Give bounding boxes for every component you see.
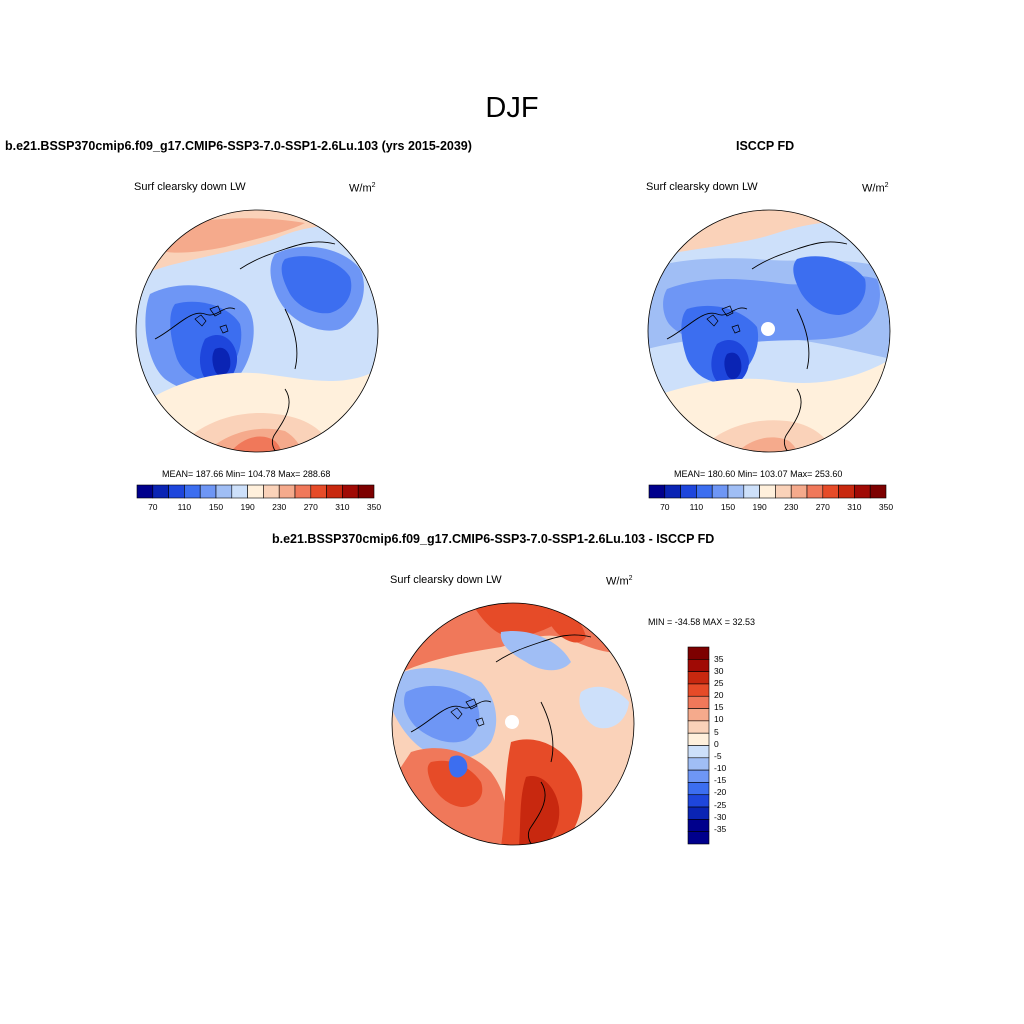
obs-tick-230: 230 — [784, 502, 799, 512]
model-colorbar-swatch-12 — [326, 484, 343, 499]
obs-colorbar — [648, 484, 887, 499]
model-tick-230: 230 — [272, 502, 287, 512]
diff-colorbar-swatch-2 — [687, 671, 710, 685]
model-polar-map — [135, 209, 379, 453]
model-colorbar-swatch-3 — [184, 484, 201, 499]
obs-colorbar-swatch-1 — [664, 484, 681, 499]
diff-colorbar-swatch-13 — [687, 806, 710, 820]
diff-colorbar-swatch-5 — [687, 708, 710, 722]
model-colorbar-swatch-4 — [199, 484, 217, 499]
obs-tick-190: 190 — [752, 502, 767, 512]
model-units-label: W/m2 — [349, 182, 376, 195]
model-colorbar-swatch-9 — [278, 484, 296, 499]
diff-tick-30: 30 — [714, 666, 724, 676]
obs-panel-title: ISCCP FD — [736, 139, 795, 153]
diff-colorbar-ticks: 35 30 25 20 15 10 5 0 -5 -10 -15 -20 -25… — [714, 647, 754, 847]
model-colorbar-swatch-13 — [342, 484, 359, 499]
model-tick-150: 150 — [208, 502, 224, 512]
diff-colorbar-swatch-9 — [687, 757, 710, 771]
obs-tick-70: 70 — [660, 502, 670, 512]
diff-tick-10: 10 — [714, 714, 724, 724]
model-colorbar-swatch-8 — [263, 484, 280, 499]
obs-colorbar-swatch-10 — [806, 484, 824, 499]
model-colorbar-swatch-11 — [310, 484, 327, 499]
obs-polar-map — [647, 209, 891, 453]
diff-colorbar-swatch-10 — [687, 769, 710, 783]
model-colorbar-swatch-1 — [152, 484, 169, 499]
obs-colorbar-swatch-5 — [727, 484, 745, 499]
obs-colorbar-swatch-8 — [775, 484, 792, 499]
diff-colorbar-swatch-4 — [687, 695, 710, 709]
model-colorbar-swatch-14 — [357, 484, 375, 499]
diff-colorbar-swatch-15 — [687, 831, 710, 845]
diff-stats: MIN = -34.58 MAX = 32.53 — [648, 617, 756, 627]
model-panel-title: b.e21.BSSP370cmip6.f09_g17.CMIP6-SSP3-7.… — [5, 139, 472, 153]
diff-tick-m15: -15 — [714, 775, 727, 785]
diff-tick-m25: -25 — [714, 800, 727, 810]
obs-colorbar-swatch-9 — [790, 484, 808, 499]
obs-colorbar-swatch-11 — [822, 484, 839, 499]
model-tick-110: 110 — [177, 502, 192, 512]
diff-colorbar-swatch-7 — [687, 732, 710, 746]
obs-tick-350: 350 — [878, 502, 894, 512]
obs-colorbar-swatch-2 — [680, 484, 697, 499]
diff-colorbar-swatch-1 — [687, 659, 710, 672]
obs-colorbar-swatch-3 — [696, 484, 713, 499]
diff-tick-5: 5 — [714, 727, 719, 737]
model-colorbar-swatch-0 — [136, 484, 154, 499]
obs-tick-310: 310 — [847, 502, 862, 512]
obs-tick-110: 110 — [689, 502, 704, 512]
obs-colorbar-swatch-4 — [711, 484, 729, 499]
diff-colorbar-swatch-8 — [687, 745, 710, 759]
diff-tick-20: 20 — [714, 690, 724, 700]
obs-stats: MEAN= 180.60 Min= 103.07 Max= 253.60 — [674, 469, 843, 479]
model-tick-350: 350 — [366, 502, 382, 512]
model-variable-label: Surf clearsky down LW — [134, 181, 246, 193]
diff-panel-title: b.e21.BSSP370cmip6.f09_g17.CMIP6-SSP3-7.… — [272, 532, 715, 546]
model-colorbar-swatch-10 — [294, 484, 312, 499]
model-colorbar-swatch-5 — [215, 484, 233, 499]
model-tick-190: 190 — [240, 502, 255, 512]
diff-tick-15: 15 — [714, 702, 724, 712]
diff-colorbar-swatch-0 — [687, 646, 710, 660]
diff-variable-label: Surf clearsky down LW — [390, 574, 502, 586]
model-tick-310: 310 — [335, 502, 350, 512]
diff-tick-m10: -10 — [714, 763, 727, 773]
main-title: DJF — [485, 92, 539, 124]
diff-tick-35: 35 — [714, 654, 724, 664]
diff-tick-0: 0 — [714, 739, 719, 749]
obs-colorbar-swatch-6 — [743, 484, 760, 499]
obs-colorbar-swatch-13 — [854, 484, 871, 499]
diff-tick-m35: -35 — [714, 824, 727, 834]
obs-colorbar-swatch-12 — [838, 484, 855, 499]
model-tick-70: 70 — [148, 502, 158, 512]
diff-colorbar-swatch-11 — [687, 782, 710, 796]
obs-colorbar-swatch-14 — [869, 484, 887, 499]
model-colorbar — [136, 484, 375, 499]
diff-tick-m30: -30 — [714, 812, 727, 822]
diff-colorbar-swatch-6 — [687, 720, 710, 734]
diff-tick-m20: -20 — [714, 787, 727, 797]
obs-variable-label: Surf clearsky down LW — [646, 181, 758, 193]
diff-colorbar — [687, 646, 710, 845]
obs-colorbar-swatch-7 — [759, 484, 776, 499]
model-tick-270: 270 — [303, 502, 318, 512]
diff-colorbar-swatch-12 — [687, 794, 710, 808]
diff-units-label: W/m2 — [606, 575, 633, 588]
model-colorbar-swatch-7 — [247, 484, 264, 499]
diff-polar-map — [391, 602, 635, 846]
obs-colorbar-swatch-0 — [648, 484, 666, 499]
diff-colorbar-swatch-3 — [687, 683, 710, 697]
model-colorbar-swatch-6 — [231, 484, 248, 499]
obs-tick-150: 150 — [720, 502, 736, 512]
model-colorbar-swatch-2 — [168, 484, 185, 499]
diff-tick-25: 25 — [714, 678, 724, 688]
model-stats: MEAN= 187.66 Min= 104.78 Max= 288.68 — [162, 469, 331, 479]
diff-tick-m5: -5 — [714, 751, 722, 761]
diff-colorbar-swatch-14 — [687, 819, 710, 832]
obs-units-label: W/m2 — [862, 182, 889, 195]
obs-tick-270: 270 — [815, 502, 830, 512]
